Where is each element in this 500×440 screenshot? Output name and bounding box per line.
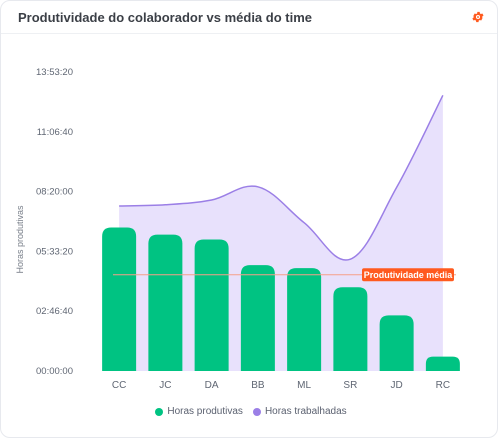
- chart-plot: 00:00:00 02:46:40 05:33:20 08:20:00 11:06:40…: [15, 67, 460, 391]
- card-header: Produtividade do colaborador vs média do…: [1, 1, 497, 34]
- gear-icon-svg: [472, 11, 484, 23]
- average-badge: [362, 268, 454, 282]
- y-tick-label: 05:33:20: [36, 246, 73, 257]
- legend-label-worked: Horas trabalhadas: [264, 406, 347, 417]
- bar-jc: [148, 234, 183, 371]
- x-tick-label: JD: [391, 380, 403, 391]
- chart-title: Produtividade do colaborador vs média do…: [18, 10, 312, 25]
- y-tick-label: 11:06:40: [37, 127, 73, 138]
- legend-item-worked[interactable]: Horas trabalhadas: [252, 406, 347, 417]
- x-tick-label: JC: [159, 380, 171, 391]
- x-tick-label: RC: [436, 380, 450, 391]
- y-tick-label: 00:00:00: [36, 366, 73, 377]
- y-tick-label: 02:46:40: [36, 306, 73, 317]
- legend-item-productive[interactable]: Horas produtivas: [155, 406, 243, 417]
- bar-jd: [379, 315, 414, 371]
- chart-legend: Horas produtivas Horas trabalhadas: [1, 406, 500, 417]
- legend-label-productive: Horas produtivas: [167, 406, 243, 417]
- legend-swatch-productive: [155, 407, 164, 416]
- y-tick-label: 08:20:00: [36, 187, 73, 198]
- x-tick-label: CC: [112, 380, 126, 391]
- x-tick-label: ML: [297, 380, 311, 391]
- x-tick-label: BB: [251, 380, 265, 391]
- x-tick-label: SR: [343, 380, 357, 391]
- bar-sr: [333, 287, 368, 371]
- bar-rc: [425, 356, 460, 371]
- average-label: Produtividade média: [364, 270, 454, 280]
- gear-icon[interactable]: [471, 10, 485, 24]
- bar-da: [194, 239, 229, 371]
- bar-ml: [287, 268, 322, 371]
- bar-bb: [240, 265, 275, 371]
- worked-hours-line: [119, 94, 444, 261]
- x-tick-label: DA: [205, 380, 219, 391]
- y-axis-title: Horas produtivas: [15, 205, 25, 274]
- legend-swatch-worked: [252, 407, 261, 416]
- bar-cc: [102, 227, 137, 371]
- y-tick-label: 13:53:20: [36, 67, 73, 78]
